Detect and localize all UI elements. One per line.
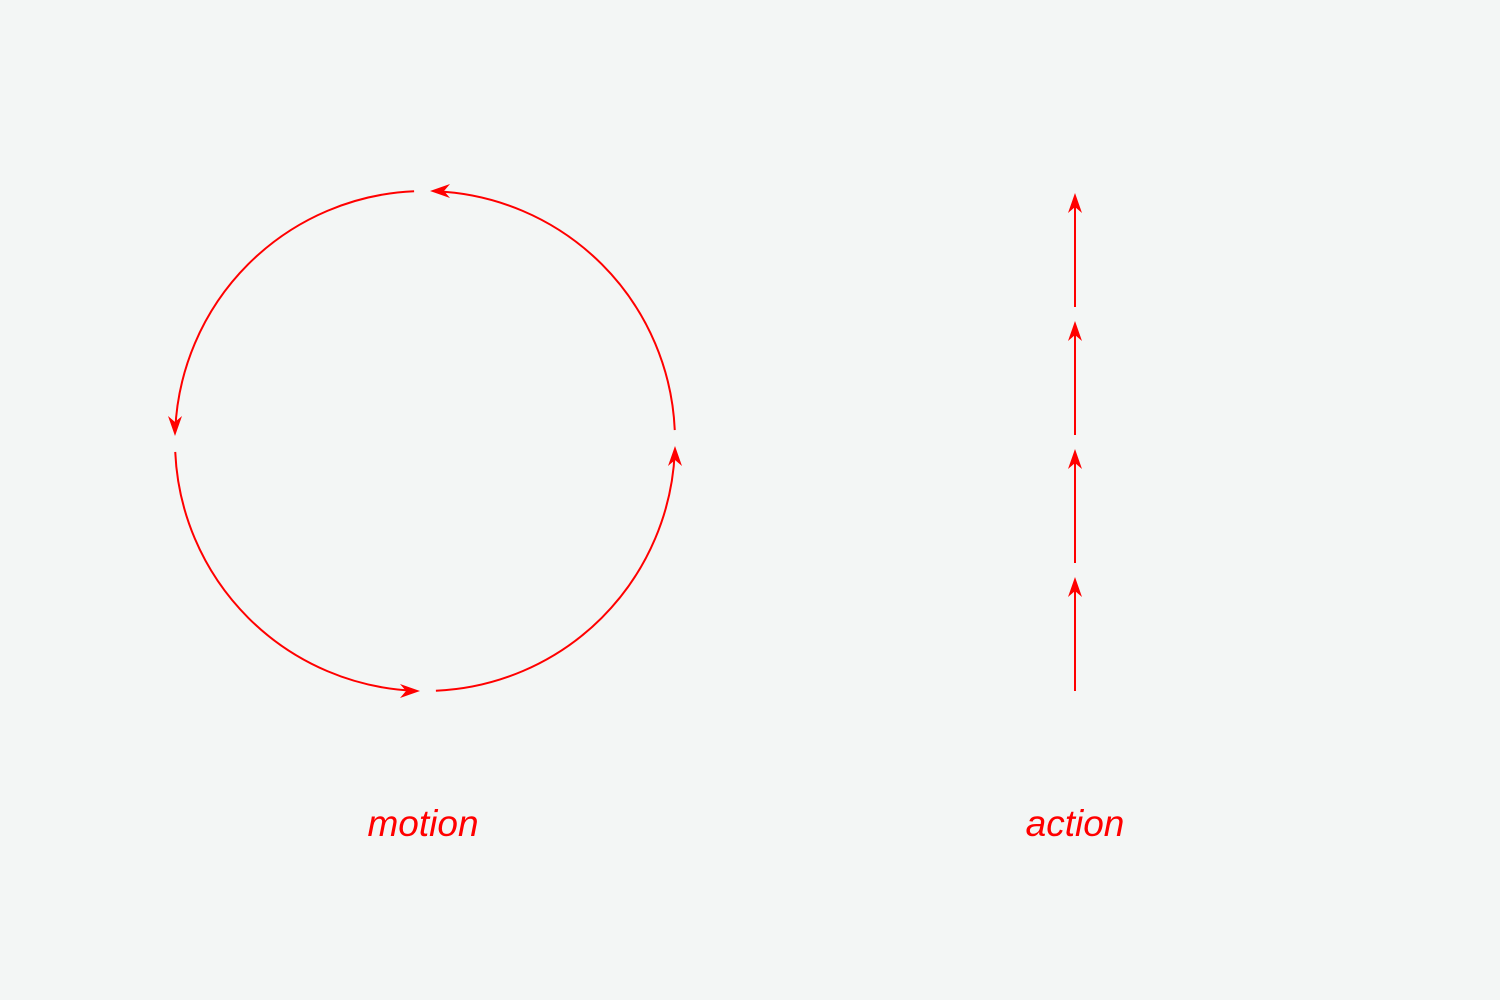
action-label: action xyxy=(1025,803,1125,844)
action-arrowhead xyxy=(1068,193,1082,213)
motion-arc-segment xyxy=(435,190,676,431)
action-arrowhead xyxy=(1068,449,1082,469)
motion-arc-segment xyxy=(174,451,415,692)
motion-arc-segment xyxy=(174,190,415,431)
action-line xyxy=(1068,193,1082,691)
motion-label: motion xyxy=(367,803,479,844)
motion-arrowhead xyxy=(400,684,420,698)
action-arrowhead xyxy=(1068,577,1082,597)
motion-arrowhead xyxy=(168,416,182,436)
motion-arc-segment xyxy=(435,451,676,692)
motion-cycle xyxy=(168,184,682,698)
motion-arrowhead xyxy=(430,184,450,198)
motion-arrowhead xyxy=(668,446,682,466)
action-arrowhead xyxy=(1068,321,1082,341)
